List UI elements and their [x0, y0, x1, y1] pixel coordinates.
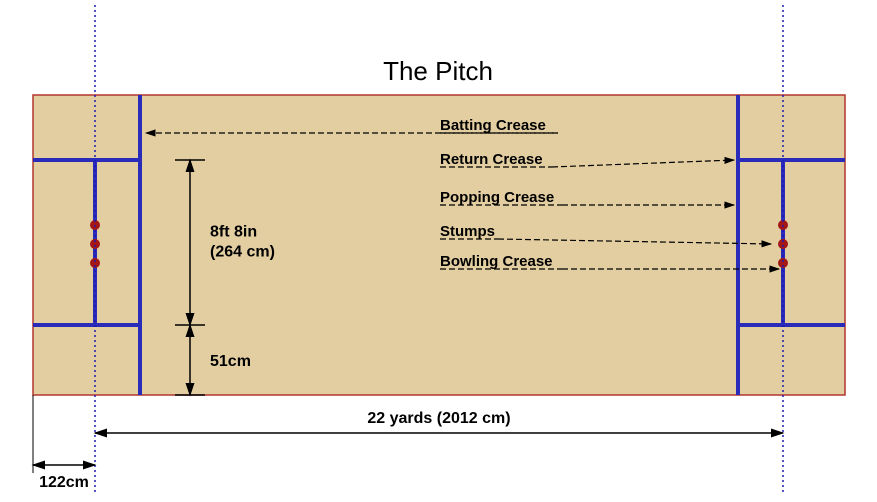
diagram-title: The Pitch: [383, 56, 493, 86]
dim-264-label-1: 8ft 8in: [210, 224, 257, 241]
return-crease-label: Return Crease: [440, 151, 543, 168]
bowling-crease-label: Bowling Crease: [440, 253, 553, 270]
dim-122-label: 122cm: [39, 474, 89, 491]
pitch-rect: [33, 95, 845, 395]
dim-264-label-2: (264 cm): [210, 244, 275, 261]
dim-22y-label: 22 yards (2012 cm): [367, 410, 510, 427]
stumps-label: Stumps: [440, 223, 495, 240]
batting-crease-label: Batting Crease: [440, 117, 546, 134]
popping-crease-label: Popping Crease: [440, 189, 554, 206]
dim-51-label: 51cm: [210, 353, 251, 370]
